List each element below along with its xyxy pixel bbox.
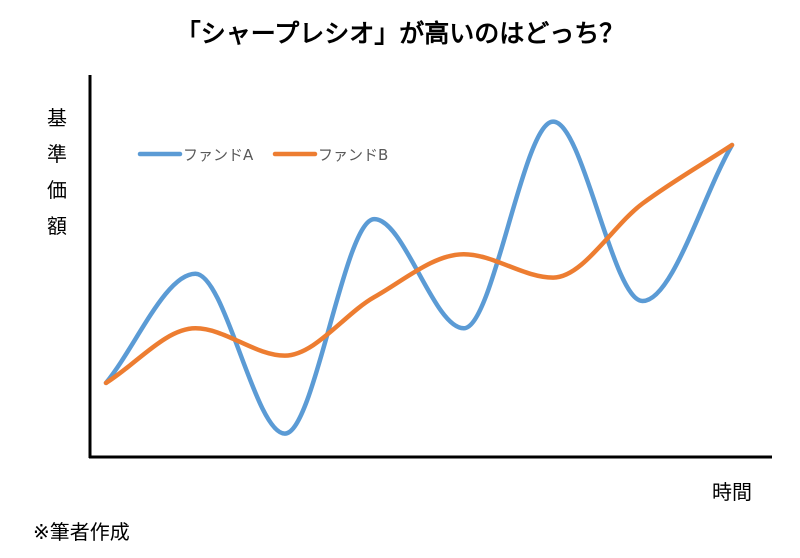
chart-title: 「シャープレシオ」が高いのはどっち？ <box>175 19 625 48</box>
series-line-fund-b <box>103 142 735 386</box>
x-axis-label: 時間 <box>712 480 752 504</box>
footnote: ※筆者作成 <box>33 520 130 544</box>
legend-label: ファンドA <box>183 146 254 164</box>
y-axis-label-char: 準 <box>47 142 67 166</box>
legend: ファンドA ファンドB <box>137 146 388 164</box>
series-line-fund-a <box>103 119 735 436</box>
legend-label: ファンドB <box>318 146 388 164</box>
y-axis-label-char: 基 <box>47 106 67 130</box>
y-axis-label: 基準価額 <box>44 100 70 244</box>
y-axis-label-char: 価 <box>47 178 67 202</box>
y-axis-label-char: 額 <box>47 214 67 238</box>
